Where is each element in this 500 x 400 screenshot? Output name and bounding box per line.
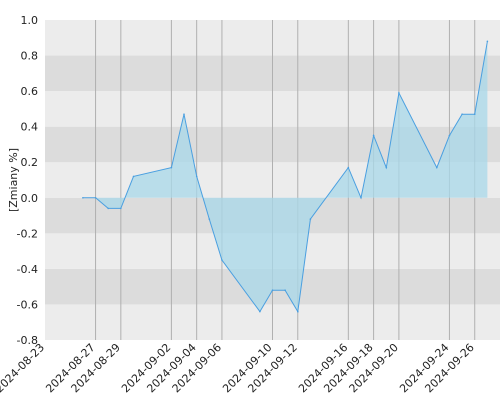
data-point: [183, 113, 185, 115]
data-point: [448, 134, 451, 137]
data-point: [259, 310, 261, 313]
data-point: [132, 175, 135, 178]
y-tick-label: 0.2: [21, 156, 39, 169]
series-area: [82, 40, 489, 314]
data-point: [398, 92, 400, 94]
y-tick-label: 0.8: [21, 50, 39, 63]
y-tick-label: -0.4: [17, 263, 38, 276]
data-point: [347, 166, 350, 169]
y-axis-title: [Zmiany %]: [7, 148, 20, 212]
data-point: [360, 197, 362, 199]
y-tick-label: -0.8: [17, 334, 38, 347]
y-tick-label: -0.6: [17, 298, 38, 311]
data-point: [486, 40, 489, 43]
data-point: [82, 197, 84, 199]
x-axis-ticks: 2024-08-232024-08-272024-08-292024-09-02…: [0, 341, 477, 395]
data-point: [208, 218, 211, 220]
data-point: [461, 113, 463, 115]
data-point: [120, 207, 122, 210]
data-point: [309, 218, 312, 220]
data-point: [297, 310, 299, 313]
data-point: [372, 134, 375, 137]
data-point: [107, 207, 109, 210]
data-point: [385, 166, 388, 169]
y-tick-label: -0.2: [17, 227, 38, 240]
data-point: [195, 175, 198, 178]
x-tick-label: 2024-08-23: [0, 341, 47, 395]
y-tick-label: 0.0: [21, 192, 39, 205]
series-fill: [82, 41, 488, 312]
data-point: [284, 289, 286, 292]
data-point: [170, 166, 173, 169]
data-point: [473, 113, 476, 115]
data-point: [221, 259, 223, 261]
y-tick-label: 0.6: [21, 85, 39, 98]
y-axis-ticks: -0.8 -0.6 -0.4 -0.2 0.0 0.2 0.4 0.6 0.8 1.0: [17, 14, 38, 347]
data-point: [94, 197, 97, 199]
y-tick-label: 0.4: [21, 121, 39, 134]
y-tick-label: 1.0: [21, 14, 39, 27]
data-point: [271, 289, 274, 292]
data-point: [436, 166, 438, 169]
